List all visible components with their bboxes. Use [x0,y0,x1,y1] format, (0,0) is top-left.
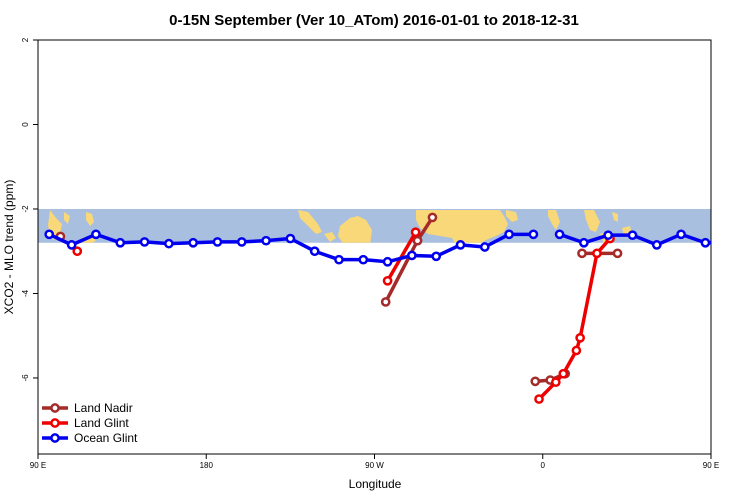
data-point [726,238,733,245]
data-point [627,230,638,241]
data-point [44,229,55,240]
data-point [261,235,271,246]
data-point [358,254,369,265]
x-axis-label: Longitude [349,477,402,491]
data-point [407,250,417,261]
land-shape [86,212,94,226]
data-point [504,229,514,240]
land-shape [416,210,508,243]
data-point [722,256,729,263]
y-tick-label: 2 [21,37,30,42]
legend-item: Land Glint [42,416,129,430]
data-point [66,240,77,250]
x-tick-label: 0 [541,461,546,470]
data-point [236,237,247,247]
legend-label: Land Glint [74,416,129,430]
legend-item: Ocean Glint [42,431,138,445]
x-axis-ticks: 90 E 180 90 W 0 90 E [30,454,719,470]
data-point [579,237,589,248]
data-point [592,248,602,259]
data-point [479,242,490,252]
land-shape [584,210,600,232]
data-point [603,230,614,241]
y-tick-label: -2 [21,205,30,213]
series-line [384,239,420,303]
data-point [72,246,83,257]
data-point [700,237,711,248]
data-point [431,251,442,262]
data-point [651,240,662,250]
data-point [612,248,623,259]
y-tick-label: -4 [21,289,30,297]
data-point [455,240,466,250]
data-point [212,237,223,247]
data-point [550,377,561,388]
data-point [534,394,544,404]
series-line [728,236,750,261]
land-shape [548,210,560,230]
data-point [558,368,569,379]
data-point [412,235,423,246]
data-point [91,229,101,240]
data-point [554,229,565,240]
legend-marker [50,418,60,428]
data-point [530,376,541,387]
data-point [382,256,393,267]
land-shape [612,212,618,222]
land-shape [338,216,372,243]
map-band-land [48,210,632,243]
world-map-band [38,208,711,243]
data-point [139,237,150,247]
data-point [571,345,582,356]
series-layer [44,212,750,404]
y-tick-label: -6 [21,374,30,382]
data-point [575,332,585,343]
series-ocean-glint [44,229,733,267]
data-point [410,227,421,238]
legend-marker [50,433,60,443]
land-shape [64,212,70,224]
land-shape [298,210,322,234]
y-axis-label: XCO2 - MLO trend (ppm) [2,180,16,315]
series-line [537,237,612,401]
legend-item: Land Nadir [42,401,133,415]
legend-label: Land Nadir [74,401,133,415]
y-tick-label: 0 [21,122,30,127]
land-shape [324,232,336,242]
data-point [528,229,539,240]
axes: 90 E 180 90 W 0 90 E 2 0 -2 -4 -6 [21,37,719,470]
data-point [382,275,393,286]
x-tick-label: 90 E [703,461,719,470]
x-tick-label: 90 E [30,461,46,470]
plot-frame [37,39,712,455]
data-point [676,229,686,240]
data-point [188,237,199,248]
x-tick-label: 180 [200,461,214,470]
data-point [115,237,126,248]
data-point [164,238,174,249]
data-point [724,258,731,265]
land-shape [506,210,518,222]
legend-label: Ocean Glint [74,431,138,445]
chart-title: 0-15N September (Ver 10_ATom) 2016-01-01… [169,12,579,29]
x-tick-label: 90 W [365,461,384,470]
legend-marker [50,403,60,413]
data-point [577,248,587,259]
data-point [427,212,438,223]
data-point [285,233,296,244]
data-point [380,297,391,307]
data-point [334,254,344,265]
data-point [309,246,320,257]
y-axis-ticks: 2 0 -2 -4 -6 [21,37,38,382]
